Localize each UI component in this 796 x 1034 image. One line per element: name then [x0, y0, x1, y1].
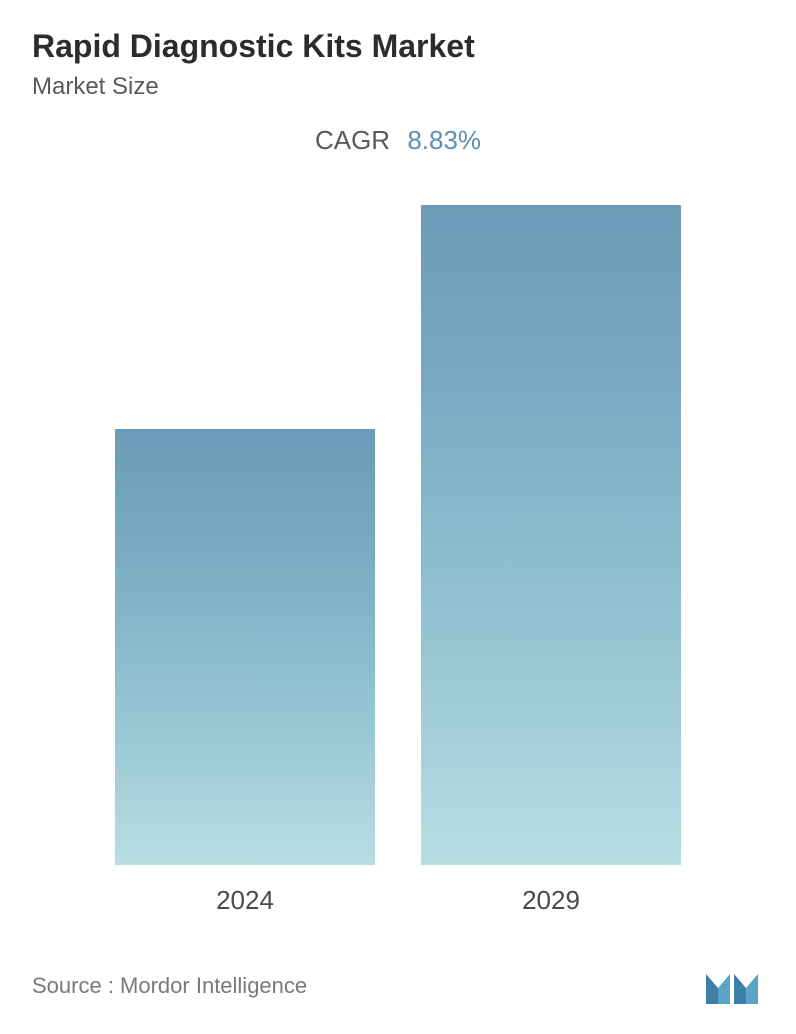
bar-1 — [421, 205, 681, 865]
source-text: Source : Mordor Intelligence — [32, 973, 307, 999]
footer: Source : Mordor Intelligence — [32, 946, 764, 1006]
cagr-row: CAGR 8.83% — [32, 125, 764, 156]
chart-area: 2024 2029 — [32, 196, 764, 916]
chart-subtitle: Market Size — [32, 73, 764, 101]
chart-title: Rapid Diagnostic Kits Market — [32, 28, 764, 65]
cagr-label: CAGR — [315, 125, 390, 155]
logo-icon — [704, 966, 764, 1006]
bar-group-1: 2029 — [421, 205, 681, 916]
bar-label-0: 2024 — [216, 885, 274, 916]
bar-0 — [115, 429, 375, 865]
chart-container: Rapid Diagnostic Kits Market Market Size… — [0, 0, 796, 1034]
bar-label-1: 2029 — [522, 885, 580, 916]
cagr-value: 8.83% — [407, 125, 481, 155]
bar-group-0: 2024 — [115, 429, 375, 916]
